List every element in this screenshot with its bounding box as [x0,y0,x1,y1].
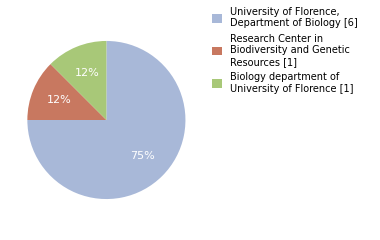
Wedge shape [27,64,106,120]
Legend: University of Florence,
Department of Biology [6], Research Center in
Biodiversi: University of Florence, Department of Bi… [210,5,359,96]
Text: 75%: 75% [130,151,155,161]
Text: 12%: 12% [74,67,99,78]
Wedge shape [51,41,106,120]
Text: 12%: 12% [47,95,71,105]
Wedge shape [27,41,185,199]
